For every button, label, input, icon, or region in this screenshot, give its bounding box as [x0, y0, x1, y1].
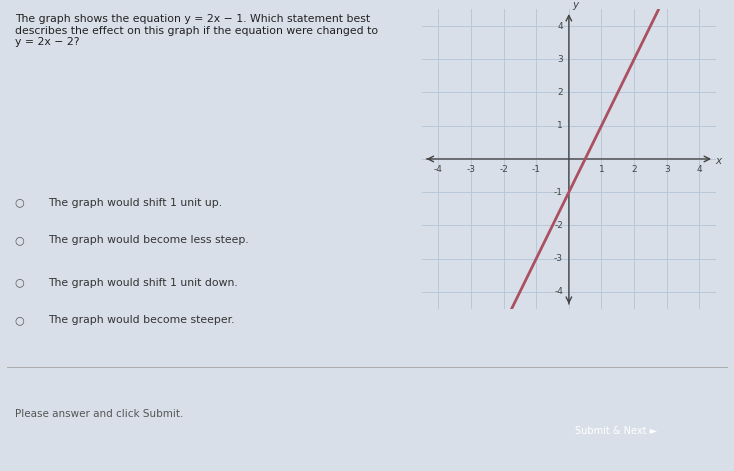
Text: 1: 1: [557, 121, 563, 130]
Text: ○: ○: [15, 315, 24, 325]
Text: ○: ○: [15, 235, 24, 245]
Text: 3: 3: [557, 55, 563, 64]
Text: The graph would shift 1 unit down.: The graph would shift 1 unit down.: [48, 277, 238, 288]
Text: The graph shows the equation y = 2x − 1. Which statement best
describes the effe: The graph shows the equation y = 2x − 1.…: [15, 14, 378, 47]
Text: 3: 3: [664, 165, 669, 174]
Text: The graph would shift 1 unit up.: The graph would shift 1 unit up.: [48, 197, 222, 208]
Text: -3: -3: [554, 254, 563, 263]
Text: y: y: [572, 0, 578, 10]
Text: 2: 2: [631, 165, 637, 174]
Text: -2: -2: [554, 221, 563, 230]
Text: ○: ○: [15, 277, 24, 288]
Text: 4: 4: [557, 22, 563, 31]
Text: -4: -4: [554, 287, 563, 296]
Text: -2: -2: [499, 165, 508, 174]
Text: -4: -4: [434, 165, 443, 174]
Text: Please answer and click Submit.: Please answer and click Submit.: [15, 409, 183, 420]
Text: 2: 2: [557, 88, 563, 97]
Text: The graph would become steeper.: The graph would become steeper.: [48, 315, 234, 325]
Text: -1: -1: [554, 188, 563, 197]
Text: The graph would become less steep.: The graph would become less steep.: [48, 235, 249, 245]
Text: -1: -1: [531, 165, 541, 174]
Text: 1: 1: [599, 165, 604, 174]
Text: -3: -3: [467, 165, 476, 174]
Text: Submit & Next ►: Submit & Next ►: [575, 426, 658, 436]
Text: ○: ○: [15, 197, 24, 208]
Text: 4: 4: [697, 165, 702, 174]
Text: x: x: [715, 155, 721, 166]
